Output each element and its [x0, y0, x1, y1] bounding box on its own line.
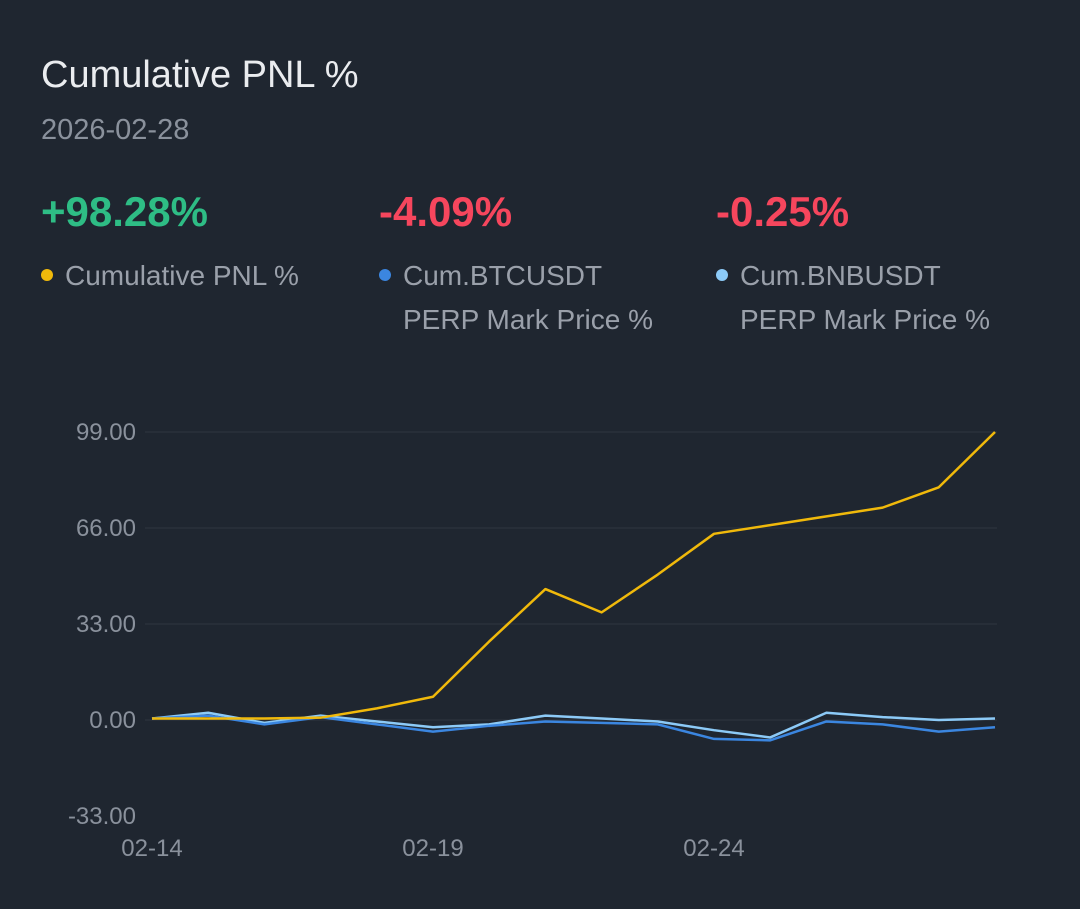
- chart-date: 2026-02-28: [41, 114, 190, 146]
- legend-btc[interactable]: Cum.BTCUSDT PERP Mark Price %: [379, 254, 653, 342]
- legend-label: Cum.BNBUSDT: [740, 260, 941, 291]
- y-tick-label: 33.00: [76, 611, 136, 638]
- y-tick-label: -33.00: [68, 803, 136, 830]
- x-tick-label: 02-19: [402, 835, 463, 862]
- legend-cumulative-pnl[interactable]: Cumulative PNL %: [41, 254, 299, 298]
- legend-label: Cumulative PNL %: [65, 260, 299, 291]
- legend-dot-icon: [41, 268, 53, 281]
- y-tick-label: 99.00: [76, 419, 136, 446]
- series-line-2: [151, 711, 996, 739]
- chart-title: Cumulative PNL %: [41, 54, 359, 96]
- legend-label-line2: PERP Mark Price %: [740, 304, 990, 335]
- series-line-0: [152, 431, 996, 720]
- stat-bnb: -0.25%: [716, 188, 850, 235]
- legend-dot-icon: [716, 268, 728, 281]
- y-tick-label: 0.00: [89, 707, 136, 734]
- stat-btc: -4.09%: [379, 188, 513, 235]
- x-tick-label: 02-24: [683, 835, 744, 862]
- stat-cumulative-pnl: +98.28%: [41, 188, 208, 235]
- y-tick-label: 66.00: [76, 515, 136, 542]
- legend-label: Cum.BTCUSDT: [403, 260, 603, 291]
- legend-label-line2: PERP Mark Price %: [403, 304, 653, 335]
- x-tick-label: 02-14: [121, 835, 182, 862]
- legend-bnb[interactable]: Cum.BNBUSDT PERP Mark Price %: [716, 254, 990, 342]
- series-line-1: [151, 714, 996, 742]
- legend-dot-icon: [379, 268, 391, 281]
